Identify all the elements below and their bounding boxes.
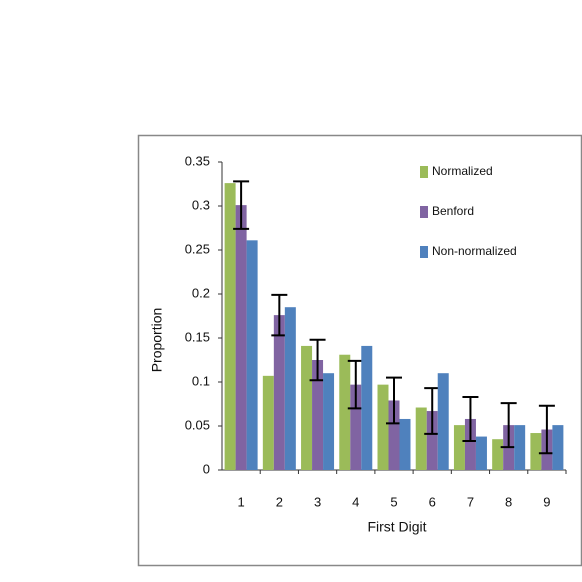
x-tick-label: 8	[505, 494, 512, 509]
bar	[453, 425, 465, 470]
x-tick-label: 2	[276, 494, 283, 509]
y-tick-label: 0.2	[192, 285, 210, 300]
legend-label: Benford	[432, 204, 474, 218]
bar	[388, 400, 400, 470]
bar	[246, 240, 258, 470]
bar	[377, 384, 389, 470]
x-tick-label: 1	[237, 494, 244, 509]
legend-swatch	[420, 206, 428, 218]
x-tick-label: 7	[467, 494, 474, 509]
bar	[323, 373, 335, 470]
x-axis-title: First Digit	[367, 519, 426, 535]
x-tick-label: 9	[543, 494, 550, 509]
legend-label: Non-normalized	[432, 244, 517, 258]
x-tick-label: 3	[314, 494, 321, 509]
bar	[350, 384, 362, 470]
bar	[301, 345, 313, 470]
bar	[475, 436, 487, 470]
bar	[339, 354, 351, 470]
y-axis-title: Proportion	[149, 308, 165, 373]
bar	[284, 307, 296, 470]
legend-label: Normalized	[432, 164, 493, 178]
bar	[262, 375, 274, 470]
legend-swatch	[420, 246, 428, 258]
bar	[361, 345, 373, 470]
bar	[552, 425, 564, 470]
bar	[514, 425, 526, 470]
bar	[426, 411, 438, 470]
y-tick-label: 0.1	[192, 373, 210, 388]
y-tick-label: 0.15	[185, 329, 210, 344]
bar	[530, 433, 542, 470]
y-tick-label: 0.05	[185, 417, 210, 432]
y-tick-label: 0.35	[185, 153, 210, 168]
y-tick-label: 0.3	[192, 197, 210, 212]
bar	[415, 407, 427, 470]
bar	[235, 205, 247, 470]
y-tick-label: 0	[203, 461, 210, 476]
bar	[224, 183, 236, 470]
legend-swatch	[420, 166, 428, 178]
bar	[492, 439, 504, 470]
x-tick-label: 6	[429, 494, 436, 509]
bar	[312, 360, 324, 470]
bar	[464, 418, 476, 470]
bar	[437, 373, 449, 470]
y-tick-label: 0.25	[185, 241, 210, 256]
bar	[273, 315, 285, 470]
bar	[399, 418, 411, 470]
x-tick-label: 4	[352, 494, 359, 509]
x-tick-label: 5	[390, 494, 397, 509]
